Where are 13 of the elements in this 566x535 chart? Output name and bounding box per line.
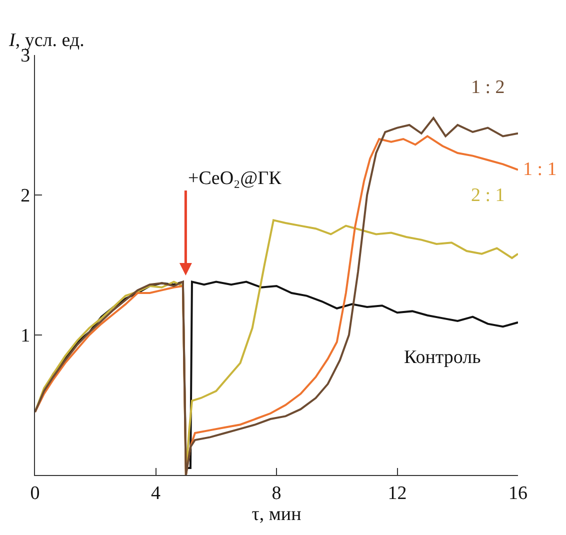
annotation: +CeO₂@ГК (188, 168, 282, 189)
x-tick-label: 4 (151, 482, 161, 504)
series-label: 1 : 2 (471, 77, 505, 98)
x-tick-label: 12 (388, 482, 407, 504)
x-tick-label: 8 (272, 482, 282, 504)
x-axis-title: τ, мин (252, 504, 302, 525)
text: 2 : 1 (471, 185, 505, 206)
y-tick-label: 1 (20, 326, 30, 347)
series-label: 1 : 1 (523, 159, 557, 180)
x-tick-label: 0 (30, 482, 40, 504)
series-label: Контроль (404, 347, 482, 368)
y-tick-label: 2 (20, 186, 30, 207)
x-tick-label: 16 (508, 482, 528, 504)
